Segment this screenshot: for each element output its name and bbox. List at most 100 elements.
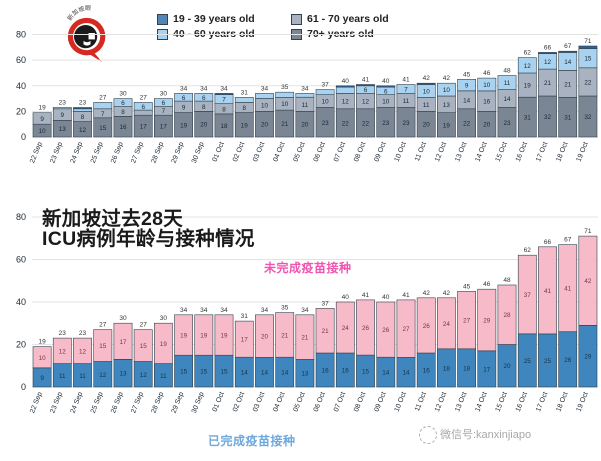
svg-text:62: 62 xyxy=(524,50,532,57)
svg-text:41: 41 xyxy=(544,288,552,295)
svg-text:20: 20 xyxy=(483,122,491,129)
svg-text:28: 28 xyxy=(503,312,511,319)
svg-text:0: 0 xyxy=(21,382,26,392)
svg-text:27 Sep: 27 Sep xyxy=(130,141,145,164)
svg-text:12: 12 xyxy=(79,348,87,355)
svg-text:23 Sep: 23 Sep xyxy=(49,141,64,164)
svg-text:15: 15 xyxy=(99,343,107,350)
svg-text:17 Oct: 17 Oct xyxy=(535,391,549,413)
svg-text:02 Oct: 02 Oct xyxy=(232,391,246,413)
svg-text:11: 11 xyxy=(504,80,511,87)
svg-text:16: 16 xyxy=(483,99,491,106)
svg-text:13: 13 xyxy=(301,371,309,378)
svg-text:40: 40 xyxy=(342,294,350,301)
svg-text:13 Oct: 13 Oct xyxy=(454,141,468,163)
svg-text:60: 60 xyxy=(16,55,26,65)
svg-text:18: 18 xyxy=(220,123,228,130)
svg-text:19: 19 xyxy=(524,83,532,90)
svg-text:29: 29 xyxy=(483,318,491,325)
svg-text:18 Oct: 18 Oct xyxy=(555,391,569,413)
svg-text:12 Oct: 12 Oct xyxy=(434,391,448,413)
svg-text:42: 42 xyxy=(423,75,431,82)
svg-text:42: 42 xyxy=(423,290,431,297)
svg-text:01 Oct: 01 Oct xyxy=(212,141,226,163)
svg-text:08 Oct: 08 Oct xyxy=(353,391,367,413)
svg-text:21: 21 xyxy=(281,121,289,128)
svg-text:13: 13 xyxy=(443,102,451,109)
svg-text:19: 19 xyxy=(443,122,451,129)
svg-text:11: 11 xyxy=(302,102,309,109)
svg-text:9: 9 xyxy=(182,104,186,111)
svg-text:26: 26 xyxy=(564,357,572,364)
svg-text:16 Oct: 16 Oct xyxy=(515,141,529,163)
svg-text:7: 7 xyxy=(404,87,408,94)
svg-text:15: 15 xyxy=(140,343,148,350)
svg-text:25 Sep: 25 Sep xyxy=(90,391,105,414)
svg-text:21: 21 xyxy=(301,335,309,342)
svg-text:19: 19 xyxy=(180,332,188,339)
svg-text:02 Oct: 02 Oct xyxy=(232,141,246,163)
svg-text:28 Sep: 28 Sep xyxy=(150,391,165,414)
svg-text:23: 23 xyxy=(322,120,330,127)
svg-text:14 Oct: 14 Oct xyxy=(474,141,488,163)
svg-text:6: 6 xyxy=(384,88,388,95)
svg-text:60: 60 xyxy=(16,255,26,265)
svg-text:37: 37 xyxy=(321,300,329,307)
svg-text:14: 14 xyxy=(281,370,289,377)
svg-text:04 Oct: 04 Oct xyxy=(272,391,286,413)
svg-text:30: 30 xyxy=(160,91,168,98)
svg-text:15: 15 xyxy=(220,369,228,376)
svg-text:26: 26 xyxy=(362,325,370,332)
svg-text:25: 25 xyxy=(544,358,552,365)
svg-text:12: 12 xyxy=(99,372,107,379)
svg-text:42: 42 xyxy=(443,290,451,297)
svg-text:19 Oct: 19 Oct xyxy=(576,391,590,413)
svg-text:22: 22 xyxy=(584,79,592,86)
svg-text:10: 10 xyxy=(322,99,330,106)
svg-text:41: 41 xyxy=(564,286,572,293)
svg-text:34: 34 xyxy=(180,307,188,314)
svg-text:71: 71 xyxy=(584,38,592,45)
svg-text:19: 19 xyxy=(241,122,249,129)
svg-text:48: 48 xyxy=(503,68,511,75)
svg-text:15: 15 xyxy=(200,369,208,376)
svg-text:26: 26 xyxy=(382,327,390,334)
svg-text:10 Oct: 10 Oct xyxy=(394,141,408,163)
svg-text:27: 27 xyxy=(140,322,148,329)
svg-text:06 Oct: 06 Oct xyxy=(313,141,327,163)
svg-text:46: 46 xyxy=(483,70,491,77)
svg-text:14: 14 xyxy=(382,370,390,377)
svg-text:20: 20 xyxy=(261,122,269,129)
svg-text:16: 16 xyxy=(423,368,431,375)
svg-text:30 Sep: 30 Sep xyxy=(191,391,206,414)
svg-text:20: 20 xyxy=(301,122,309,129)
svg-text:46: 46 xyxy=(483,281,491,288)
svg-text:09 Oct: 09 Oct xyxy=(373,391,387,413)
svg-text:7: 7 xyxy=(162,108,166,115)
svg-text:15 Oct: 15 Oct xyxy=(495,141,509,163)
svg-text:14 Oct: 14 Oct xyxy=(474,391,488,413)
svg-text:22: 22 xyxy=(362,120,370,127)
svg-text:40: 40 xyxy=(342,78,350,85)
svg-text:11: 11 xyxy=(79,373,86,380)
svg-text:14: 14 xyxy=(402,370,410,377)
svg-text:17: 17 xyxy=(119,339,127,346)
svg-text:16: 16 xyxy=(322,368,330,375)
svg-text:26 Sep: 26 Sep xyxy=(110,141,125,164)
svg-text:34: 34 xyxy=(301,307,309,314)
svg-text:19: 19 xyxy=(200,332,208,339)
svg-text:20: 20 xyxy=(261,334,269,341)
svg-text:34: 34 xyxy=(220,307,228,314)
svg-text:42: 42 xyxy=(443,75,451,82)
svg-text:23: 23 xyxy=(79,330,87,337)
svg-text:32: 32 xyxy=(584,114,592,121)
svg-text:25 Sep: 25 Sep xyxy=(90,141,105,164)
svg-text:19: 19 xyxy=(38,105,46,112)
svg-text:23 Sep: 23 Sep xyxy=(49,391,64,414)
svg-text:34: 34 xyxy=(261,85,269,92)
svg-text:13: 13 xyxy=(119,371,127,378)
svg-text:18: 18 xyxy=(443,365,451,372)
svg-text:23: 23 xyxy=(382,120,390,127)
svg-text:41: 41 xyxy=(402,292,410,299)
svg-text:7: 7 xyxy=(101,111,105,118)
